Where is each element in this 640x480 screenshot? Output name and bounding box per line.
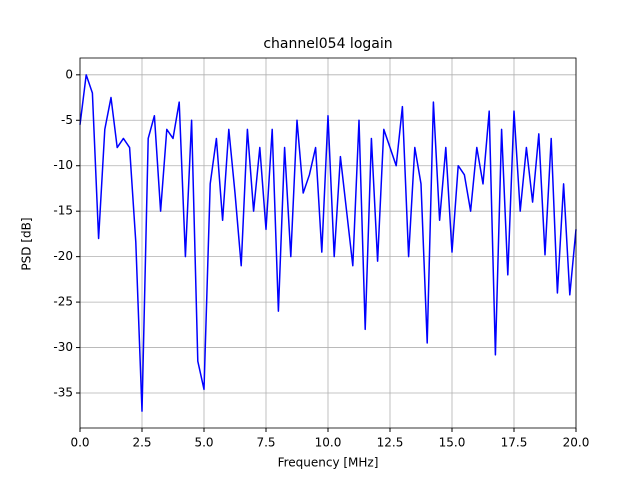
x-axis-label: Frequency [MHz] <box>278 456 379 470</box>
chart-title: channel054 logain <box>263 36 392 52</box>
y-tick-label: -30 <box>53 340 73 354</box>
line <box>79 74 577 412</box>
y-axis-label: PSD [dB] <box>20 217 34 270</box>
y-tick-label: -10 <box>53 158 73 172</box>
x-tick-label: 10.0 <box>315 436 342 450</box>
x-tick-label: 12.5 <box>377 436 404 450</box>
y-tick-label: -35 <box>53 386 73 400</box>
x-tick-label: 15.0 <box>439 436 466 450</box>
x-tick-label: 2.5 <box>132 436 151 450</box>
y-tick-label: -25 <box>53 295 73 309</box>
y-tick-label: -5 <box>61 113 73 127</box>
x-tick-label: 0.0 <box>70 436 89 450</box>
x-tick-label: 17.5 <box>501 436 528 450</box>
plot-frame <box>79 57 577 429</box>
y-tick-label: 0 <box>65 67 73 81</box>
y-tick-label: -15 <box>53 204 73 218</box>
y-tick-label: -20 <box>53 249 73 263</box>
x-tick-label: 7.5 <box>256 436 275 450</box>
x-tick-label: 5.0 <box>194 436 213 450</box>
x-tick-label: 20.0 <box>563 436 590 450</box>
